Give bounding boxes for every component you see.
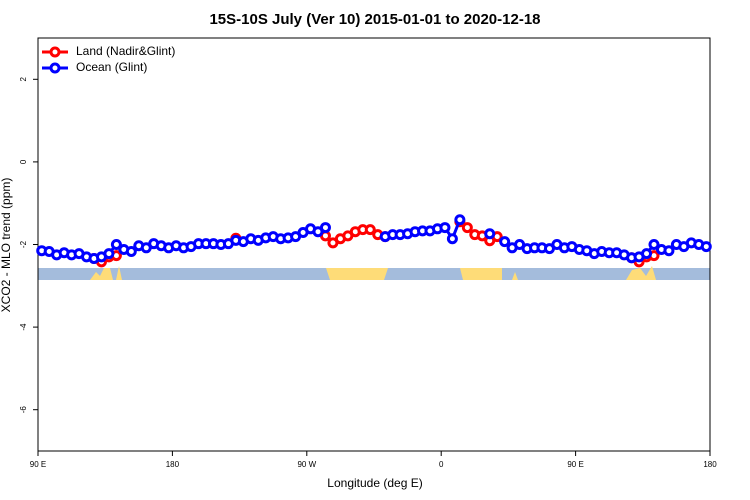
x-tick-label: 180 (703, 460, 717, 469)
data-point (648, 239, 660, 250)
data-point (103, 248, 115, 260)
x-tick-label: 0 (439, 460, 444, 469)
data-point (125, 246, 137, 258)
data-point (454, 214, 466, 226)
data-point (663, 245, 675, 257)
data-point (110, 239, 122, 250)
mask-land (326, 268, 388, 280)
data-point (499, 236, 511, 248)
x-tick-label: 180 (166, 460, 180, 469)
legend-label: Ocean (Glint) (76, 60, 147, 74)
mask-land (90, 268, 113, 280)
data-point (484, 228, 496, 240)
y-tick-label: -2 (19, 240, 28, 248)
y-tick-label: -4 (19, 323, 28, 331)
data-point (461, 222, 473, 234)
y-tick-label: 0 (19, 159, 28, 164)
mask-land (512, 272, 518, 280)
data-point (641, 248, 653, 260)
chart-title: 15S-10S July (Ver 10) 2015-01-01 to 2020… (209, 11, 540, 28)
legend-marker (49, 46, 61, 58)
y-tick-label: -6 (19, 406, 28, 414)
mask-land (116, 266, 122, 280)
data-point (700, 241, 712, 253)
land-mask (38, 266, 710, 280)
data-point (439, 222, 451, 234)
legend-label: Land (Nadir&Glint) (76, 44, 175, 58)
mask-land (626, 266, 656, 280)
mask-land (460, 268, 502, 280)
data-point (364, 224, 376, 236)
x-axis-label: Longitude (deg E) (327, 476, 422, 490)
y-tick-label: 2 (19, 77, 28, 82)
data-point (319, 222, 331, 234)
x-tick-label: 90 W (297, 460, 316, 469)
y-axis-label: XCO2 - MLO trend (ppm) (0, 178, 13, 313)
legend-marker (49, 62, 61, 74)
x-tick-label: 90 E (30, 460, 46, 469)
x-tick-label: 90 E (567, 460, 583, 469)
data-point (446, 233, 458, 245)
